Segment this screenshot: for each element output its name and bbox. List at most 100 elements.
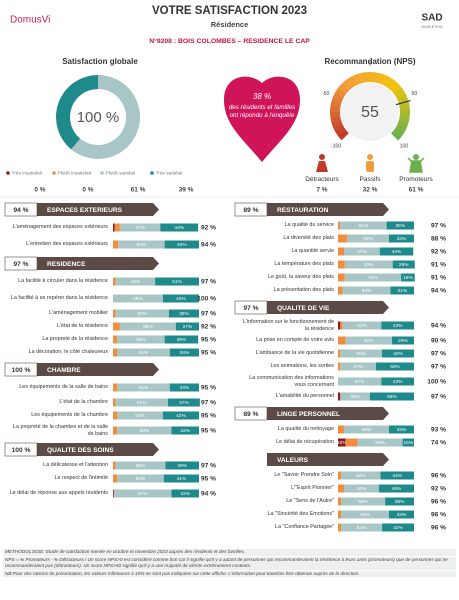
legend-dot: [100, 171, 104, 175]
section-title: QUALITE DE VIE: [277, 305, 330, 312]
bar-segment: [386, 221, 414, 230]
bar-segment: [113, 489, 172, 498]
item-total: 95 %: [201, 350, 216, 357]
bar-segment: [342, 286, 391, 295]
bar-segment: [113, 461, 116, 470]
bar-segment: [382, 349, 414, 358]
bar-segment: [113, 335, 118, 344]
bar-segment: [113, 322, 120, 331]
bar-segment: [115, 309, 169, 318]
item-label: La décoration, le côté chaleureux: [28, 349, 108, 356]
item-total: 92 %: [431, 249, 446, 256]
gauge-band: [359, 72, 367, 84]
response-caption: des résidents et familles ont répondu à …: [228, 104, 296, 120]
bar-segment: [113, 474, 118, 483]
segment-label: 46%: [131, 279, 141, 285]
nps-value: 7 %: [316, 187, 327, 194]
segment-label: 47%: [353, 364, 363, 370]
item-label: Le délai de réponse aux appels résidents: [9, 490, 108, 497]
bar-segment: [113, 398, 116, 407]
item-total: 100 %: [197, 296, 216, 303]
item-label: La propreté de la résidence: [42, 336, 108, 343]
gauge-band: [332, 123, 345, 132]
bar-segment: [380, 471, 414, 480]
item-total: 90 %: [431, 338, 446, 345]
item-label: L'aménagement des espaces extérieurs: [12, 224, 108, 231]
gauge-band: [330, 106, 341, 112]
bar-segment: [338, 234, 348, 243]
logo-tagline: MARKETING: [421, 25, 443, 29]
segment-label: 54%: [137, 242, 147, 248]
subtitle: Résidence: [211, 20, 249, 29]
section-score: 100 %: [12, 367, 31, 374]
item-total: 94 %: [201, 242, 216, 249]
section-header-bar: [267, 203, 389, 216]
bar-segment: [338, 349, 341, 358]
item-total: 74 %: [431, 440, 446, 447]
bar-segment: [340, 349, 383, 358]
section-score-box: [4, 442, 38, 457]
bar-segment: [171, 489, 199, 498]
bar-segment: [344, 273, 402, 282]
bar-segment: [117, 383, 170, 392]
segment-label: 55%: [363, 236, 373, 242]
gauge-band: [335, 126, 347, 137]
gauge-band: [331, 96, 343, 105]
bar-segment: [369, 392, 414, 401]
segment-label: 61%: [139, 385, 149, 391]
bar-segment: [376, 362, 414, 371]
legend-label: Plutôt insatisfait: [58, 171, 92, 177]
item-total: 97 %: [431, 364, 446, 371]
nps-score: 55: [361, 104, 379, 121]
bar-segment: [162, 411, 199, 420]
bar-segment: [345, 336, 392, 345]
legend-value: 0 %: [82, 187, 93, 194]
segment-label: 36%: [396, 223, 406, 229]
bar-segment: [175, 322, 199, 331]
item-label: La délicatesse et l'attention: [43, 462, 108, 469]
item-label: La facilité à se repérer dans la résiden…: [10, 295, 108, 302]
bar-segment: [164, 335, 199, 344]
gauge-band: [385, 77, 395, 89]
gauge-band: [377, 73, 386, 85]
icon-body: [316, 161, 328, 172]
item-label: Le goût, la saveur des plats: [268, 274, 334, 281]
bar-segment: [117, 335, 165, 344]
item-label: Le délai de récupération: [276, 439, 334, 446]
segment-label: 46%: [392, 486, 402, 492]
gauge-band: [335, 87, 347, 97]
item-total: 95 %: [201, 337, 216, 344]
bar-segment: [338, 484, 345, 493]
segment-label: 34%: [180, 350, 190, 356]
segment-label: 47%: [357, 249, 367, 255]
bar-segment: [340, 362, 376, 371]
segment-label: 38%: [395, 499, 405, 505]
gauge-band: [350, 74, 359, 87]
bar-segment: [118, 240, 165, 249]
item-total: 97 %: [201, 311, 216, 318]
gauge-band: [333, 91, 345, 101]
bar-segment: [379, 484, 414, 493]
segment-label: 61%: [139, 350, 149, 356]
bar-segment: [338, 425, 345, 434]
section-score-box: [234, 300, 268, 315]
gauge-band: [395, 123, 407, 133]
item-label: Les animations, les sorties: [270, 363, 334, 370]
segment-label: 40%: [177, 242, 187, 248]
bar-segment: [357, 438, 403, 447]
segment-label: 58%: [133, 296, 143, 302]
bar-segment: [162, 294, 199, 303]
bar-segment: [341, 523, 383, 532]
icon-head: [319, 154, 325, 160]
gauge-band: [373, 72, 381, 84]
bar-segment: [338, 362, 341, 371]
segment-label: 54%: [357, 525, 367, 531]
segment-label: 52%: [356, 473, 366, 479]
bar-segment: [344, 247, 380, 256]
section-score-box: [234, 406, 268, 421]
segment-label: 61%: [137, 400, 147, 406]
section-header-bar: [37, 203, 159, 216]
section-score: 97 %: [243, 305, 258, 312]
item-label: La qualité du service: [284, 222, 334, 229]
